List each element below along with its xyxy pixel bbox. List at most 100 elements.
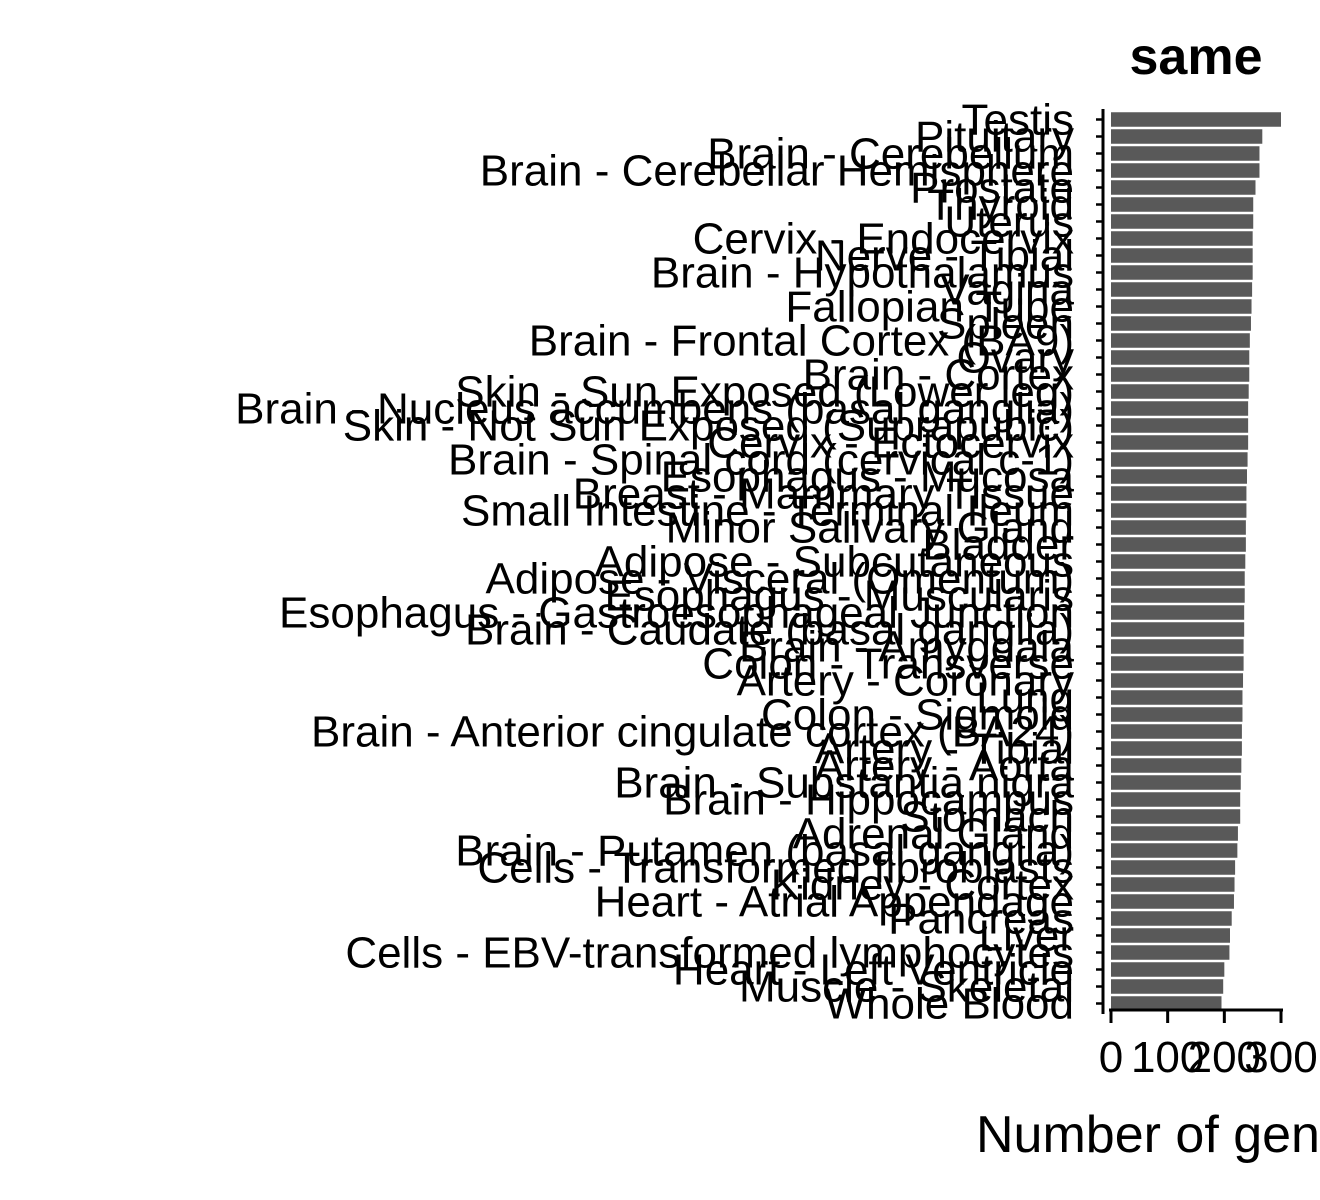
bar <box>1111 282 1253 297</box>
bar <box>1111 809 1241 824</box>
category-label: Uterus <box>944 198 1074 247</box>
bar <box>1111 673 1244 688</box>
category-label: Cells - EBV-transformed lymphocytes <box>345 929 1074 978</box>
category-label: Brain - Nucleus accumbens (basal ganglia… <box>235 385 1074 434</box>
category-label: Thyroid <box>927 181 1074 230</box>
category-label: Liver <box>979 912 1074 961</box>
x-tick-label: 300 <box>1244 1033 1317 1082</box>
bar <box>1111 401 1249 416</box>
bar <box>1111 962 1225 977</box>
bar <box>1111 928 1230 943</box>
category-label: Skin - Sun Exposed (Lower leg) <box>455 368 1074 417</box>
bars-group <box>1111 112 1281 1011</box>
bar <box>1111 775 1241 790</box>
category-label: Small Intestine - Terminal Ileum <box>461 487 1074 536</box>
category-label: Skin - Not Sun Exposed (Suprapubic) <box>343 402 1074 451</box>
category-label: Cervix - Ectocervix <box>707 419 1074 468</box>
x-axis-title: Number of genes <box>976 1106 1320 1164</box>
category-label: Brain - Substantia nigra <box>614 759 1074 808</box>
bar <box>1111 588 1245 603</box>
category-label: Prostate <box>910 164 1074 213</box>
bar <box>1111 367 1250 382</box>
category-label: Adrenal Gland <box>793 810 1074 859</box>
category-label: Brain - Spinal cord (cervical c-1) <box>448 436 1074 485</box>
category-label: Lung <box>976 674 1074 723</box>
category-label: Kidney - Cortex <box>771 861 1074 910</box>
category-label: Stomach <box>900 793 1074 842</box>
bar <box>1111 333 1250 348</box>
bar <box>1111 129 1263 144</box>
category-label: Vagina <box>940 266 1074 315</box>
bar <box>1111 146 1260 161</box>
category-label: Fallopian Tube <box>785 283 1074 332</box>
bar <box>1111 112 1281 127</box>
bar <box>1111 690 1243 705</box>
bar <box>1111 843 1238 858</box>
bar <box>1111 554 1246 569</box>
bar <box>1111 656 1244 671</box>
bar <box>1111 214 1254 229</box>
category-label: Brain - Hippocampus <box>663 776 1074 825</box>
bar <box>1111 537 1246 552</box>
bar <box>1111 231 1253 246</box>
bar <box>1111 503 1247 518</box>
category-label: Nerve - Tibial <box>815 232 1074 281</box>
bar <box>1111 639 1244 654</box>
bar <box>1111 486 1247 501</box>
category-label: Heart - Atrial Appendage <box>595 878 1074 927</box>
category-label: Whole Blood <box>825 980 1074 1029</box>
bar <box>1111 350 1250 365</box>
bar <box>1111 911 1232 926</box>
category-label: Spleen <box>937 300 1074 349</box>
category-label: Heart - Left Ventricle <box>673 946 1074 995</box>
x-tick-label: 0 <box>1099 1033 1123 1082</box>
category-label: Brain - Anterior cingulate cortex (BA24) <box>311 708 1074 757</box>
category-label: Minor Salivary Gland <box>666 504 1074 553</box>
x-tick-label: 100 <box>1131 1033 1204 1082</box>
category-label: Brain - Hypothalamus <box>651 249 1074 298</box>
category-label: Bladder <box>922 521 1074 570</box>
bar <box>1111 316 1251 331</box>
category-label: Brain - Cerebellar Hemisphere <box>480 147 1074 196</box>
chart-title: same <box>1130 28 1263 86</box>
bar <box>1111 792 1241 807</box>
bar <box>1111 741 1242 756</box>
category-label: Colon - Sigmoid <box>761 691 1074 740</box>
category-label: Brain - Putamen (basal ganglia) <box>455 827 1074 876</box>
category-label: Brain - Amygdala <box>739 623 1075 672</box>
bar <box>1111 452 1248 467</box>
category-label: Cervix - Endocervix <box>693 215 1074 264</box>
bar <box>1111 622 1245 637</box>
bar <box>1111 265 1253 280</box>
bar <box>1111 248 1253 263</box>
bar <box>1111 571 1245 586</box>
category-label: Brain - Frontal Cortex (BA9) <box>529 317 1074 366</box>
category-label: Testis <box>962 96 1074 145</box>
bar <box>1111 384 1249 399</box>
category-label: Brain - Cerebellum <box>707 130 1074 179</box>
category-label: Esophagus - Muscularis <box>604 572 1074 621</box>
bar <box>1111 469 1247 484</box>
category-label: Adipose - Visceral (Omentum) <box>486 555 1075 604</box>
category-label: Ovary <box>957 334 1074 383</box>
category-label: Brain - Cortex <box>803 351 1074 400</box>
category-label: Pancreas <box>888 895 1074 944</box>
bar <box>1111 435 1249 450</box>
bar <box>1111 520 1246 535</box>
bar <box>1111 996 1222 1011</box>
bar <box>1111 163 1260 178</box>
bar <box>1111 299 1252 314</box>
bar <box>1111 860 1236 875</box>
bar <box>1111 894 1234 909</box>
category-label: Cells - Transformed fibroblasts <box>477 844 1074 893</box>
bar <box>1111 979 1224 994</box>
bar <box>1111 724 1242 739</box>
category-label: Muscle - Skeletal <box>739 963 1074 1012</box>
bar <box>1111 418 1249 433</box>
bar <box>1111 826 1238 841</box>
bar <box>1111 180 1256 195</box>
x-tick-label: 200 <box>1188 1033 1261 1082</box>
